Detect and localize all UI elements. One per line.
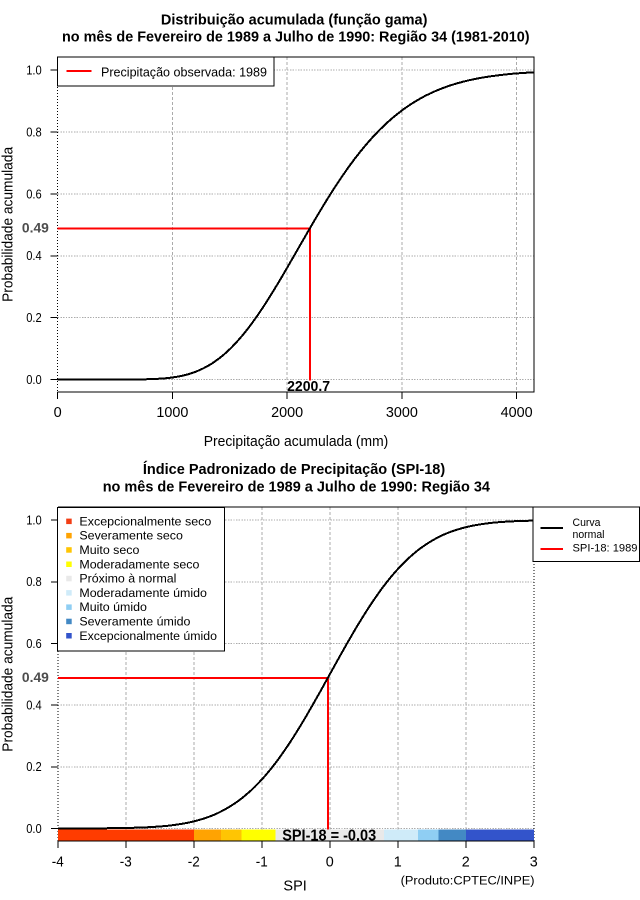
svg-text:0.4: 0.4 [26, 248, 42, 263]
svg-text:Probabilidade acumulada: Probabilidade acumulada [1, 146, 17, 302]
svg-text:Curva: Curva [573, 517, 602, 529]
svg-text:Severamente úmido: Severamente úmido [79, 615, 190, 629]
svg-text:SPI-18 = -0.03: SPI-18 = -0.03 [282, 827, 376, 844]
svg-text:2: 2 [462, 854, 470, 870]
svg-text:no mês de Fevereiro de 1989 a: no mês de Fevereiro de 1989 a Julho de 1… [62, 29, 530, 46]
svg-text:2200.7: 2200.7 [287, 378, 330, 395]
svg-text:0: 0 [54, 405, 62, 421]
svg-text:no mês de Fevereiro de 1989 a: no mês de Fevereiro de 1989 a Julho de 1… [103, 479, 491, 496]
svg-text:Muito úmido: Muito úmido [79, 600, 147, 614]
svg-text:Moderadamente úmido: Moderadamente úmido [79, 586, 207, 600]
svg-text:0.2: 0.2 [26, 759, 42, 774]
svg-text:0.8: 0.8 [26, 124, 42, 139]
svg-text:SPI-18: 1989: SPI-18: 1989 [573, 543, 638, 555]
svg-text:1000: 1000 [156, 405, 188, 421]
svg-text:3000: 3000 [386, 405, 418, 421]
svg-text:3: 3 [530, 854, 538, 870]
svg-text:0.0: 0.0 [26, 372, 42, 387]
svg-text:Severamente seco: Severamente seco [79, 529, 183, 543]
svg-text:(Produto:CPTEC/INPE): (Produto:CPTEC/INPE) [401, 873, 535, 887]
svg-text:0.49: 0.49 [22, 221, 49, 236]
svg-text:normal: normal [573, 529, 605, 541]
svg-text:Moderadamente seco: Moderadamente seco [79, 557, 199, 571]
svg-text:Próximo à normal: Próximo à normal [79, 572, 176, 586]
svg-text:0.4: 0.4 [26, 698, 42, 713]
svg-text:Excepcionalmente seco: Excepcionalmente seco [79, 514, 211, 528]
svg-text:1.0: 1.0 [26, 513, 42, 528]
svg-text:-1: -1 [256, 854, 268, 870]
svg-text:1: 1 [394, 854, 402, 870]
svg-text:-2: -2 [188, 854, 200, 870]
svg-text:0: 0 [326, 854, 334, 870]
svg-text:2000: 2000 [271, 405, 303, 421]
svg-text:4000: 4000 [501, 405, 533, 421]
svg-text:0.2: 0.2 [26, 310, 42, 325]
svg-text:0.6: 0.6 [26, 636, 42, 651]
svg-text:Índice Padronizado de Precipit: Índice Padronizado de Precipitação (SPI-… [143, 461, 445, 478]
svg-text:Precipitação acumulada (mm): Precipitação acumulada (mm) [204, 434, 389, 450]
svg-text:0.0: 0.0 [26, 821, 42, 836]
svg-text:1.0: 1.0 [26, 63, 42, 78]
svg-text:-3: -3 [120, 854, 132, 870]
svg-text:0.8: 0.8 [26, 574, 42, 589]
svg-text:Muito seco: Muito seco [79, 543, 139, 557]
svg-text:Probabilidade acumulada: Probabilidade acumulada [1, 596, 17, 752]
svg-text:SPI: SPI [283, 879, 306, 895]
svg-text:Precipitação observada: 1989: Precipitação observada: 1989 [101, 64, 267, 79]
svg-text:Excepcionalmente úmido: Excepcionalmente úmido [79, 629, 217, 643]
svg-text:0.6: 0.6 [26, 186, 42, 201]
svg-text:Distribuição acumulada (função: Distribuição acumulada (função gama) [161, 11, 428, 28]
svg-text:0.49: 0.49 [22, 670, 49, 685]
svg-text:-4: -4 [52, 854, 64, 870]
